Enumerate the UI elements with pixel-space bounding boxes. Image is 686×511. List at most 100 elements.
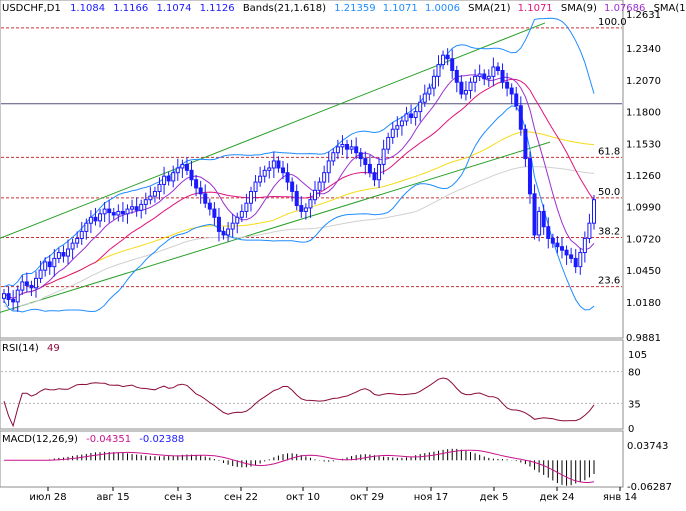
candle-body	[491, 66, 496, 77]
candle-body	[38, 269, 43, 279]
candle-body	[500, 69, 505, 83]
candle-body	[47, 261, 52, 268]
candle-body	[404, 113, 409, 122]
candle-body	[441, 54, 446, 66]
header-legend: USDCHF,D1 1.1084 1.1166 1.1074 1.1126 Ba…	[2, 3, 686, 14]
price-tick-label: 1.2340	[626, 44, 661, 55]
candle-body	[427, 87, 432, 95]
candle-body	[24, 281, 29, 286]
fib-level-label: 38.2	[598, 227, 620, 238]
candle-body	[509, 87, 514, 95]
candle-body	[194, 179, 199, 189]
candle-body	[592, 199, 596, 224]
candle-body	[550, 237, 555, 244]
macd-tick-label: -0.06287	[627, 482, 672, 493]
sma100-line	[3, 131, 595, 299]
candle-body	[184, 163, 189, 171]
candle-body	[582, 237, 587, 254]
macd-label: MACD(12,26,9)	[2, 434, 78, 445]
candle-body	[349, 146, 354, 150]
candle-body	[162, 175, 167, 185]
candle-body	[102, 208, 107, 215]
price-tick-label: 1.0450	[626, 266, 661, 277]
candle-body	[290, 181, 295, 192]
price-tick-label: 1.1530	[626, 139, 661, 150]
candle-body	[559, 246, 564, 251]
candle-body	[358, 152, 363, 160]
candle-body	[381, 148, 386, 165]
candle-body	[203, 193, 208, 204]
candle-body	[239, 210, 244, 218]
time-tick-label: янв 14	[603, 492, 637, 503]
candle-body	[125, 208, 130, 215]
candle-body	[20, 281, 25, 291]
candle-body	[459, 81, 464, 95]
price-tick-label: 1.0990	[626, 203, 661, 214]
sma21-label: SMA(21)	[468, 3, 510, 14]
candle-body	[226, 228, 231, 236]
candle-body	[335, 146, 340, 154]
candle-body	[587, 222, 592, 239]
candle-body	[527, 158, 532, 195]
rsi-tick-label: 0	[628, 424, 634, 435]
candle-body	[235, 216, 240, 224]
sma9-label: SMA(9)	[561, 3, 597, 14]
candle-body	[56, 252, 61, 259]
bands-upper-line	[3, 17, 595, 288]
candle-body	[207, 202, 212, 210]
candle-body	[198, 187, 203, 195]
candle-body	[345, 143, 350, 150]
price-panel-frame	[0, 0, 624, 339]
close-value: 1.1126	[200, 3, 235, 14]
candle-body	[532, 193, 537, 236]
low-value: 1.1074	[156, 3, 191, 14]
candle-body	[15, 289, 20, 303]
candle-body	[134, 206, 139, 211]
candle-body	[418, 101, 423, 113]
candles	[2, 48, 596, 312]
candle-body	[386, 136, 391, 150]
macd-indicator: 0.03743 -0.06287	[4, 441, 672, 493]
candle-body	[395, 125, 400, 130]
fib-level-label: 50.0	[598, 187, 620, 198]
candle-body	[313, 189, 318, 201]
candle-body	[171, 172, 176, 182]
sma9-line	[3, 74, 595, 299]
rsi-line	[3, 377, 595, 428]
candle-body	[486, 75, 491, 80]
candle-body	[477, 73, 482, 77]
time-tick-label: ноя 17	[414, 492, 449, 503]
candle-body	[79, 230, 84, 239]
high-value: 1.1166	[113, 3, 148, 14]
time-tick-label: дек 24	[539, 492, 574, 503]
rsi-tick-label: 80	[628, 368, 641, 379]
macd-signal-value: -0.02388	[139, 434, 184, 445]
price-tick-label: 1.1800	[626, 108, 661, 119]
candle-body	[326, 160, 331, 174]
candle-body	[6, 293, 11, 301]
candle-body	[285, 172, 290, 183]
candle-body	[308, 199, 313, 209]
time-tick-label: июл 28	[29, 492, 66, 503]
price-tick-label: 0.9881	[626, 333, 661, 344]
fib-level-label: 61.8	[598, 146, 620, 157]
candle-body	[354, 146, 359, 154]
candle-body	[573, 257, 578, 268]
candle-body	[70, 242, 75, 250]
candle-body	[495, 66, 500, 71]
candle-body	[276, 160, 281, 169]
candle-body	[372, 172, 377, 181]
sma21-value: 1.1071	[518, 3, 553, 14]
candle-body	[431, 75, 436, 89]
macd-main-value: -0.04351	[86, 434, 131, 445]
candle-body	[537, 210, 542, 236]
candle-body	[143, 199, 148, 205]
candle-body	[221, 230, 226, 236]
price-tick-label: 1.0720	[626, 234, 661, 245]
candle-body	[473, 75, 478, 83]
candle-body	[363, 158, 368, 165]
candle-body	[413, 111, 418, 118]
price-tick-label: 1.2070	[626, 76, 661, 87]
time-tick-label: дек 5	[480, 492, 509, 503]
candle-body	[280, 167, 285, 174]
